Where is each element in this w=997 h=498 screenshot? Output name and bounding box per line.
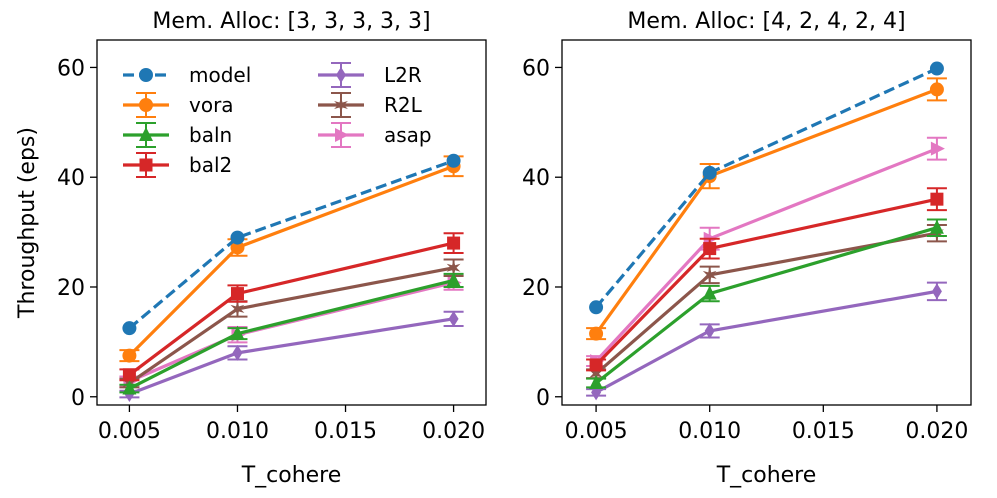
legend-label-vora: vora [189, 93, 234, 117]
series-model [589, 61, 944, 315]
series-bal2 [586, 187, 947, 372]
data-point-R2L [702, 266, 717, 283]
x-tick-label: 0.010 [678, 419, 741, 444]
axes-frame [561, 39, 972, 406]
data-point-baln [230, 325, 245, 340]
data-point-model [702, 165, 717, 180]
x-tick-label: 0.015 [792, 419, 855, 444]
series-L2R [119, 310, 464, 403]
data-point-model [122, 321, 137, 336]
y-tick-label: 40 [57, 166, 85, 191]
legend-item-model: model [123, 63, 251, 87]
legend-item-baln: baln [123, 122, 232, 148]
data-point-L2R [931, 283, 942, 300]
series-vora [119, 155, 464, 363]
legend-item-R2L: R2L [318, 92, 423, 118]
data-point-bal2 [122, 368, 136, 382]
data-point-R2L [446, 259, 461, 276]
y-tick-label: 60 [522, 56, 550, 81]
x-tick-label: 0.020 [422, 419, 485, 444]
data-point-baln [929, 219, 944, 234]
legend-label-L2R: L2R [384, 63, 422, 87]
y-tick-label: 40 [522, 166, 550, 191]
x-axis-label: T_cohere [716, 463, 817, 488]
data-point-model [929, 61, 944, 76]
series-line-R2L [595, 231, 938, 375]
data-point-model [230, 230, 245, 245]
chart-title: Mem. Alloc: [3, 3, 3, 3, 3] [152, 9, 430, 34]
legend: model vora baln bal2 L2R R2L asap [123, 62, 432, 178]
series-baln [119, 272, 464, 395]
data-point-L2R [448, 310, 459, 327]
legend-label-baln: baln [189, 123, 232, 147]
data-point-baln [702, 285, 717, 300]
y-tick-label: 0 [71, 386, 85, 411]
series-line-bal2 [594, 197, 938, 367]
x-tick-label: 0.010 [206, 419, 269, 444]
data-point-bal2 [230, 287, 244, 301]
legend-marker-model [139, 68, 153, 82]
y-tick-label: 20 [522, 276, 550, 301]
series-baln [586, 218, 947, 390]
series-line-model [128, 159, 455, 330]
data-point-model [446, 153, 461, 168]
x-tick-label: 0.005 [565, 419, 628, 444]
series-line-model [594, 67, 938, 309]
legend-item-bal2: bal2 [123, 152, 232, 178]
data-point-bal2 [930, 192, 944, 206]
data-point-vora [122, 348, 137, 363]
legend-marker-R2L [334, 97, 348, 113]
legend-label-bal2: bal2 [189, 153, 232, 177]
y-tick-label: 20 [57, 276, 85, 301]
legend-item-L2R: L2R [318, 62, 422, 88]
y-axis-label: Throughput (eps) [15, 127, 40, 319]
data-point-baln [446, 272, 461, 287]
legend-item-asap: asap [318, 122, 432, 148]
series-L2R [586, 281, 947, 401]
x-tick-label: 0.005 [98, 419, 161, 444]
legend-marker-bal2 [139, 158, 153, 172]
data-point-L2R [704, 322, 715, 339]
data-point-vora [589, 326, 604, 341]
panel-2: Mem. Alloc: [4, 2, 4, 2, 4] 0 20 40 60 0.005 0… [522, 9, 972, 488]
data-point-bal2 [447, 236, 461, 250]
legend-label-asap: asap [384, 123, 432, 147]
y-tick-label: 0 [536, 386, 550, 411]
data-point-R2L [230, 300, 245, 317]
legend-marker-vora [139, 98, 153, 112]
series-line-L2R [128, 317, 454, 396]
series-R2L [586, 223, 947, 382]
y-tick-label: 60 [57, 56, 85, 81]
data-point-model [589, 300, 604, 315]
data-point-asap [930, 141, 945, 156]
legend-marker-asap [335, 128, 349, 142]
data-point-R2L [589, 365, 603, 382]
series-model [122, 153, 461, 336]
chart-title: Mem. Alloc: [4, 2, 4, 2, 4] [627, 9, 905, 34]
data-point-bal2 [589, 358, 603, 372]
data-point-bal2 [703, 242, 717, 256]
data-point-baln [122, 380, 137, 395]
legend-marker-L2R [336, 67, 346, 83]
series-line-baln [128, 278, 454, 390]
x-tick-label: 0.020 [905, 419, 968, 444]
x-axis-label: T_cohere [241, 463, 342, 488]
data-point-L2R [232, 344, 243, 361]
data-point-vora [929, 82, 944, 97]
data-point-baln [589, 375, 604, 390]
axes-frame [96, 39, 487, 406]
panel-1: Mem. Alloc: [3, 3, 3, 3, 3] 0 20 40 60 0.005 0… [15, 9, 487, 488]
legend-item-vora: vora [123, 92, 234, 118]
legend-label-R2L: R2L [384, 93, 423, 117]
series-bal2 [119, 232, 464, 382]
data-point-vora [230, 240, 245, 255]
legend-label-model: model [189, 63, 251, 87]
legend-marker-baln [139, 127, 153, 141]
x-tick-label: 0.015 [314, 419, 377, 444]
